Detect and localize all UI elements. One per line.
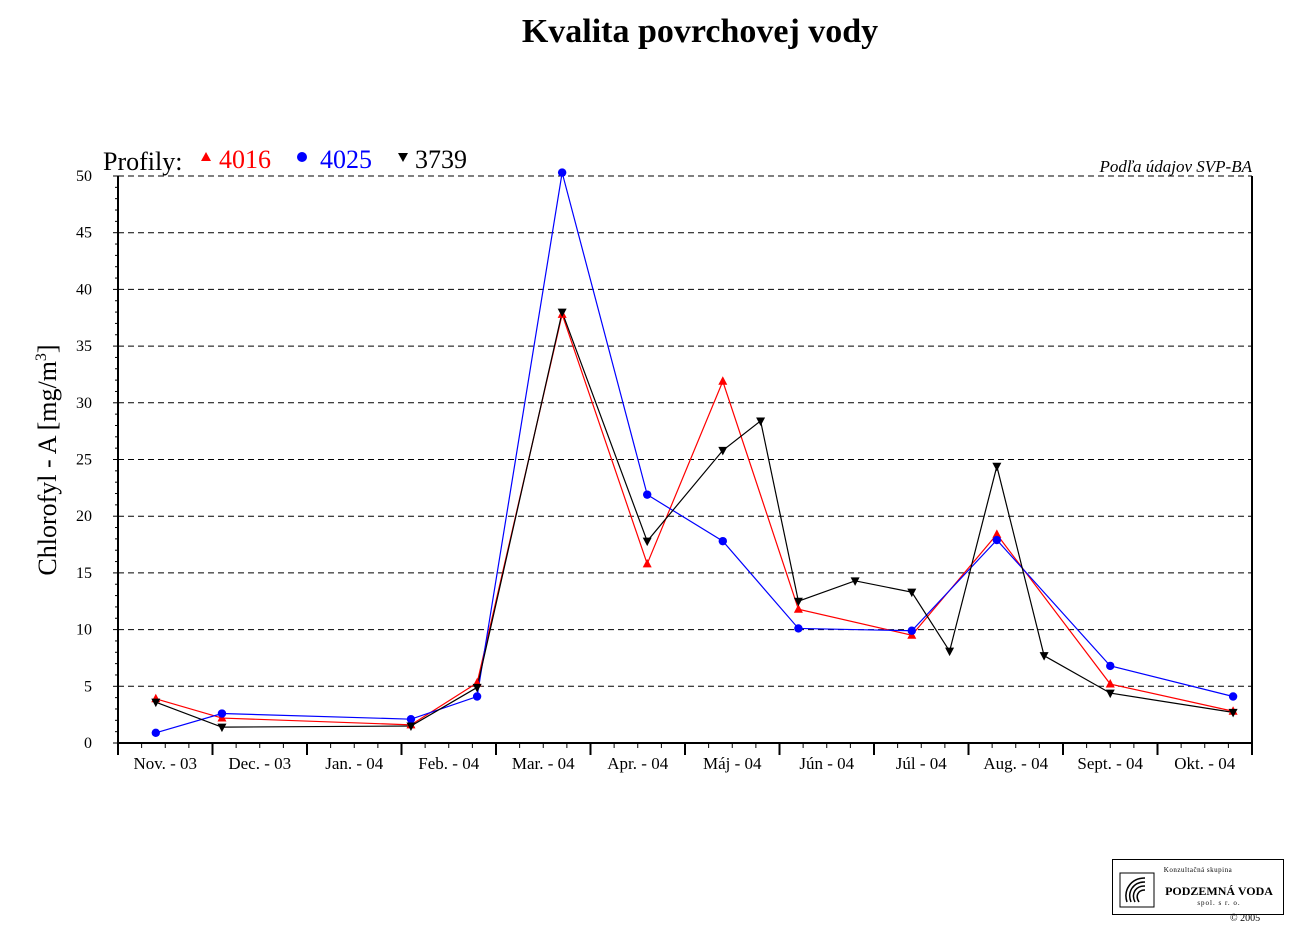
point-4025 [406, 714, 416, 724]
point-4025 [1228, 692, 1238, 701]
legend-label-4025: 4025 [320, 145, 372, 174]
point-3739 [642, 537, 652, 547]
x-axis-ticks: Nov. - 03 Dec. - 03 Jan. - 04 Feb. - 04 Mar.… [117, 743, 1253, 773]
x-tick-label: Nov. - 03 [133, 754, 197, 773]
point-4025 [217, 709, 227, 718]
point-3739 [992, 462, 1002, 472]
point-3739 [217, 723, 227, 733]
y-tick-label: 25 [76, 452, 92, 469]
x-tick-label: Okt. - 04 [1174, 754, 1235, 773]
point-4025 [907, 626, 916, 635]
point-4025 [1106, 661, 1115, 671]
x-tick-label: Jan. - 04 [325, 754, 384, 773]
x-tick-label: Sept. - 04 [1077, 754, 1143, 773]
x-tick-label: Júl - 04 [896, 754, 948, 773]
point-3739 [945, 647, 955, 657]
chart-title: Kvalita povrchovej vody [522, 13, 878, 50]
x-tick-label: Feb. - 04 [418, 754, 479, 773]
point-3739 [907, 588, 917, 598]
point-4016 [718, 376, 728, 385]
point-3739 [718, 446, 728, 456]
copyright: © 2005 [1230, 913, 1261, 924]
y-tick-label: 35 [76, 338, 92, 355]
y-tick-label: 45 [76, 225, 92, 242]
point-4025 [643, 490, 652, 499]
logo-mark-icon [1119, 872, 1155, 908]
point-4016 [793, 604, 803, 613]
x-tick-label: Apr. - 04 [607, 754, 668, 773]
x-tick-label: Jún - 04 [799, 754, 854, 773]
logo-name: PODZEMNÁ VODA [1165, 884, 1273, 898]
y-axis-label: Chlorofyl - A [mg/m3] [33, 344, 62, 575]
legend-marker-4016 [201, 152, 211, 161]
series-lines [155, 172, 1234, 734]
series-line-4016 [155, 312, 1234, 726]
y-tick-label: 10 [76, 622, 92, 639]
y-axis-ticks: 0 5 10 15 20 25 30 35 40 45 50 [76, 168, 118, 752]
logo-subtitle: spol. s r. o. [1197, 899, 1241, 907]
point-3739 [151, 698, 161, 708]
source-note: Podľa údajov SVP-BA [1098, 157, 1252, 176]
point-3739 [472, 683, 482, 693]
series-line-3739 [155, 309, 1234, 728]
legend-marker-4025 [297, 152, 307, 162]
point-4025 [472, 692, 482, 701]
y-tick-label: 0 [84, 735, 92, 752]
point-4016 [1105, 679, 1115, 688]
x-tick-label: Mar. - 04 [512, 754, 575, 773]
point-3739 [850, 577, 860, 586]
point-4016 [642, 558, 652, 568]
grid-lines [118, 175, 1252, 687]
legend-label-4016: 4016 [219, 145, 271, 174]
point-4016 [992, 529, 1002, 538]
point-4025 [992, 535, 1002, 545]
point-4025 [151, 728, 160, 737]
series-markers [151, 168, 1238, 737]
point-3739 [1228, 708, 1238, 718]
y-tick-label: 5 [84, 678, 92, 695]
point-4025 [794, 624, 803, 633]
series-line-4025 [155, 172, 1234, 734]
point-3739 [793, 597, 803, 607]
point-3739 [406, 722, 416, 731]
point-3739 [1039, 652, 1049, 661]
x-tick-label: Máj - 04 [703, 754, 762, 773]
x-tick-label: Aug. - 04 [983, 754, 1048, 773]
y-tick-label: 15 [76, 565, 92, 582]
y-tick-label: 50 [76, 168, 92, 185]
legend: Profily: 4016 4025 3739 [103, 145, 467, 176]
x-tick-label: Dec. - 03 [228, 754, 291, 773]
y-tick-label: 30 [76, 395, 92, 412]
legend-marker-3739 [398, 153, 408, 162]
company-logo: Konzultačná skupina PODZEMNÁ VODA spol. … [1112, 859, 1284, 915]
point-4025 [557, 168, 567, 177]
legend-label-3739: 3739 [415, 145, 467, 174]
legend-prefix: Profily: [103, 147, 182, 176]
plot-frame [117, 176, 1253, 744]
point-3739 [557, 308, 567, 318]
y-tick-label: 20 [76, 508, 92, 525]
point-3739 [756, 417, 766, 426]
point-4025 [718, 536, 727, 546]
y-tick-label: 40 [76, 281, 92, 298]
point-3739 [1105, 689, 1115, 699]
logo-top-text: Konzultačná skupina [1163, 866, 1233, 874]
